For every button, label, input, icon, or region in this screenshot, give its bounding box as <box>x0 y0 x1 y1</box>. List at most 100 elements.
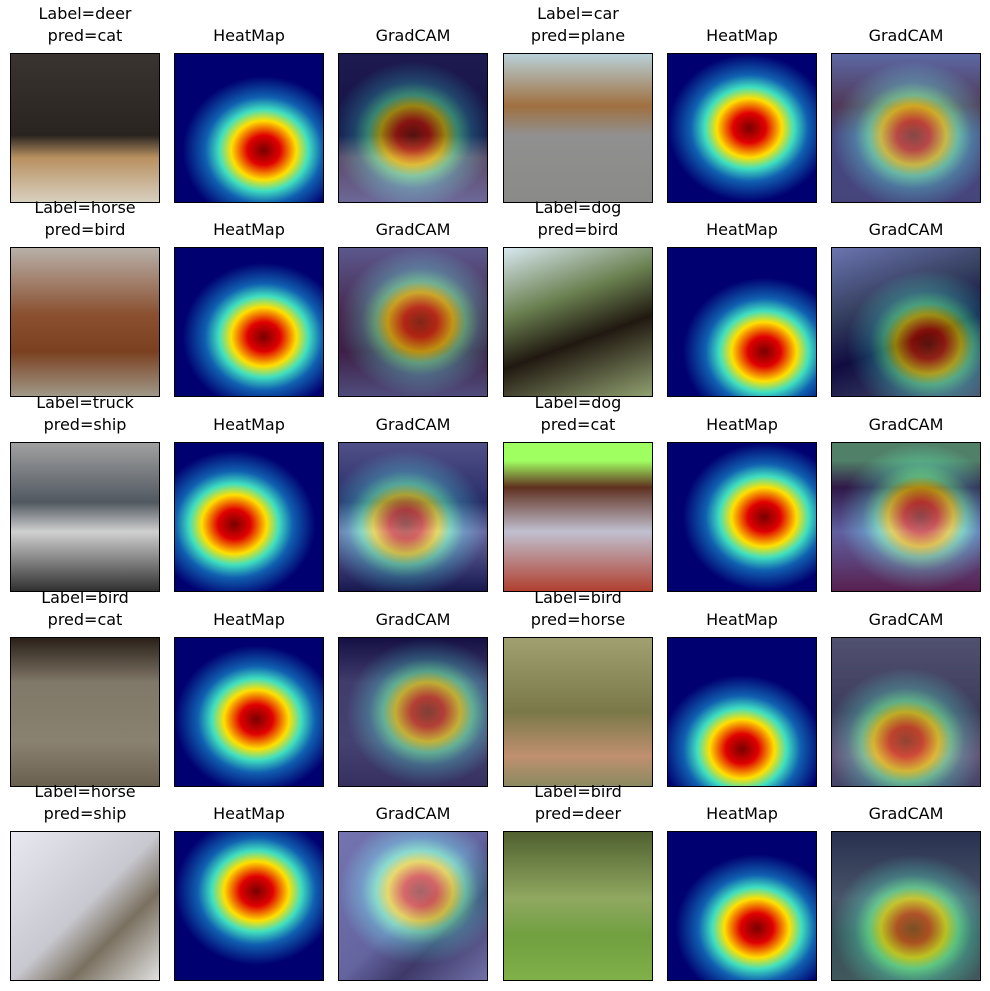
title-line: HeatMap <box>706 804 778 823</box>
image-panel <box>174 247 324 397</box>
title-line: Label=horse <box>34 782 136 801</box>
title-line: GradCAM <box>375 220 451 239</box>
title-line: GradCAM <box>375 415 451 434</box>
title-line: Label=truck <box>36 393 134 412</box>
panel-title: Label=dog pred=bird <box>478 197 678 241</box>
title-line: pred=cat <box>47 610 123 629</box>
panel-title: Label=horse pred=bird <box>0 197 185 241</box>
title-line: HeatMap <box>706 610 778 629</box>
image-panel <box>503 637 653 787</box>
gradcam-overlay <box>832 638 980 786</box>
panel-title: GradCAM <box>806 414 990 436</box>
panel-title: Label=truck pred=ship <box>0 392 185 436</box>
panel-title: Label=car pred=plane <box>478 3 678 47</box>
image-panel <box>503 442 653 592</box>
title-line: GradCAM <box>868 415 944 434</box>
title-line: HeatMap <box>706 415 778 434</box>
panel-title: HeatMap <box>642 803 842 825</box>
gradcam-overlay <box>339 638 487 786</box>
title-line: pred=cat <box>540 415 616 434</box>
panel-title: GradCAM <box>806 609 990 631</box>
title-line: HeatMap <box>213 610 285 629</box>
title-line: GradCAM <box>868 804 944 823</box>
image-panel <box>667 53 817 203</box>
title-line: Label=horse <box>34 198 136 217</box>
image-panel <box>338 637 488 787</box>
panel-title: HeatMap <box>642 25 842 47</box>
image-panel <box>503 831 653 981</box>
title-line: GradCAM <box>375 610 451 629</box>
gradcam-overlay <box>339 832 487 980</box>
panel-title: GradCAM <box>806 25 990 47</box>
panel-title: HeatMap <box>149 803 349 825</box>
image-panel <box>10 831 160 981</box>
panel-title: Label=horse pred=ship <box>0 781 185 825</box>
title-line: Label=bird <box>534 782 622 801</box>
image-panel <box>10 442 160 592</box>
title-line: GradCAM <box>868 26 944 45</box>
image-panel <box>338 442 488 592</box>
image-panel <box>667 637 817 787</box>
panel-title: GradCAM <box>313 219 513 241</box>
gradcam-overlay <box>339 443 487 591</box>
image-panel <box>667 247 817 397</box>
image-panel <box>10 53 160 203</box>
image-panel <box>174 53 324 203</box>
image-panel <box>831 637 981 787</box>
panel-title: GradCAM <box>313 803 513 825</box>
title-line: Label=dog <box>534 198 622 217</box>
panel-title: GradCAM <box>313 414 513 436</box>
panel-title: Label=dog pred=cat <box>478 392 678 436</box>
title-line: Label=car <box>537 4 619 23</box>
title-line: Label=bird <box>534 588 622 607</box>
image-panel <box>174 637 324 787</box>
title-line: GradCAM <box>868 220 944 239</box>
image-panel <box>667 831 817 981</box>
panel-title: GradCAM <box>313 25 513 47</box>
panel-title: HeatMap <box>149 414 349 436</box>
title-line: pred=plane <box>530 26 626 45</box>
gradcam-overlay <box>339 54 487 202</box>
title-line: pred=ship <box>43 415 127 434</box>
image-panel <box>831 53 981 203</box>
image-panel <box>831 247 981 397</box>
panel-title: Label=deer pred=cat <box>0 3 185 47</box>
image-panel <box>174 442 324 592</box>
image-panel <box>338 831 488 981</box>
image-panel <box>667 442 817 592</box>
title-line: Label=deer <box>38 4 132 23</box>
panel-title: HeatMap <box>149 219 349 241</box>
title-line: pred=bird <box>537 220 619 239</box>
title-line: GradCAM <box>868 610 944 629</box>
title-line: HeatMap <box>213 26 285 45</box>
panel-title: GradCAM <box>806 803 990 825</box>
image-panel <box>831 831 981 981</box>
title-line: Label=bird <box>41 588 129 607</box>
panel-title: Label=bird pred=deer <box>478 781 678 825</box>
title-line: HeatMap <box>213 804 285 823</box>
panel-title: HeatMap <box>149 25 349 47</box>
image-panel <box>338 247 488 397</box>
title-line: pred=deer <box>534 804 622 823</box>
image-panel <box>174 831 324 981</box>
title-line: GradCAM <box>375 26 451 45</box>
title-line: pred=bird <box>44 220 126 239</box>
title-line: HeatMap <box>213 415 285 434</box>
panel-title: HeatMap <box>642 219 842 241</box>
image-panel <box>338 53 488 203</box>
panel-title: Label=bird pred=cat <box>0 587 185 631</box>
panel-title: GradCAM <box>313 609 513 631</box>
image-panel <box>831 442 981 592</box>
title-line: Label=dog <box>534 393 622 412</box>
title-line: pred=cat <box>47 26 123 45</box>
image-panel <box>503 53 653 203</box>
title-line: pred=ship <box>43 804 127 823</box>
gradcam-overlay <box>832 54 980 202</box>
gradcam-overlay <box>832 832 980 980</box>
gradcam-overlay <box>832 443 980 591</box>
title-line: HeatMap <box>706 220 778 239</box>
title-line: GradCAM <box>375 804 451 823</box>
image-panel <box>503 247 653 397</box>
title-line: HeatMap <box>213 220 285 239</box>
